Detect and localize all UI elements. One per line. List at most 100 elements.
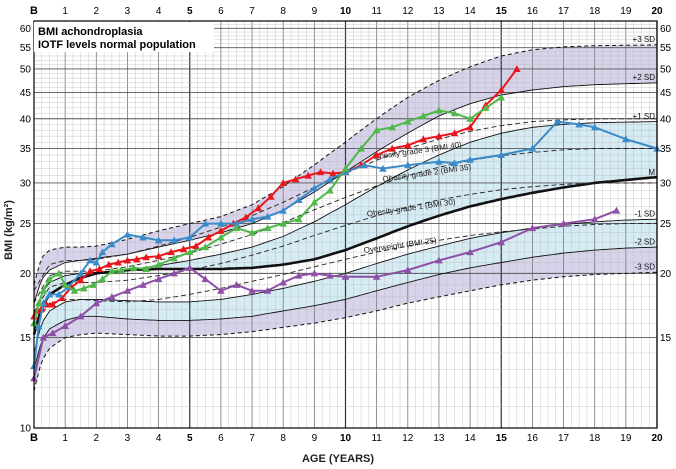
y-tick-label-left: 40 (20, 114, 32, 125)
series-point (553, 117, 562, 125)
iotf-curve (33, 118, 657, 292)
series-point (132, 255, 141, 263)
series-point (404, 117, 412, 125)
series-point (575, 120, 583, 128)
series-point (86, 256, 94, 264)
series-point (45, 290, 54, 298)
sd-curve-label: +3 SD (633, 35, 656, 44)
tick-labels: BB11223344556677889910101111121213131414… (20, 5, 672, 444)
series-point (419, 135, 428, 143)
series-point (154, 260, 163, 268)
series-point (310, 198, 319, 206)
series-point (201, 275, 210, 283)
series-point (294, 196, 303, 203)
y-tick-label-right: 20 (660, 269, 672, 280)
y-axis-label: BMI (kg/m²) (3, 200, 15, 260)
sd-curve (33, 271, 658, 392)
iotf-curve (33, 148, 657, 304)
x-tick-label-top: 7 (249, 6, 255, 17)
sd-curve-label: +2 SD (633, 73, 656, 82)
series-point (279, 278, 287, 286)
x-tick-label-bottom: 5 (187, 433, 193, 444)
series-point (612, 206, 621, 214)
y-tick-label-left: 15 (20, 333, 32, 344)
series-point (58, 294, 66, 302)
series-point (185, 248, 194, 256)
series-point (466, 155, 474, 163)
series-point (379, 164, 387, 172)
y-tick-label-left: 20 (20, 269, 32, 280)
series-point (139, 233, 147, 241)
series-point (360, 161, 368, 169)
patient-series (30, 65, 661, 382)
series-point (179, 245, 188, 253)
y-tick-label-left: 50 (20, 64, 32, 75)
series-point (497, 86, 506, 94)
series-point (404, 266, 412, 274)
x-tick-label-bottom: 18 (589, 433, 601, 444)
x-tick-label-bottom: 9 (312, 433, 318, 444)
x-tick-label-bottom: 2 (94, 433, 100, 444)
series-point (142, 253, 150, 261)
series-point (388, 123, 397, 131)
x-tick-label-bottom: 1 (62, 433, 68, 444)
y-tick-label-right: 45 (660, 88, 672, 99)
series-point (481, 104, 490, 111)
x-tick-label-top: 1 (62, 6, 68, 17)
iotf-curve (33, 182, 657, 313)
series-point (497, 151, 506, 159)
x-tick-label-bottom: 7 (249, 433, 255, 444)
series-point (114, 258, 122, 266)
series-point (201, 243, 210, 251)
series-point (622, 135, 630, 143)
sd-curve-label: +1 SD (633, 112, 656, 121)
x-tick-label-top: 13 (433, 6, 445, 17)
x-tick-label-top: 9 (312, 6, 318, 17)
x-tick-label-top: 10 (340, 6, 352, 17)
x-tick-label-top: 8 (280, 6, 286, 17)
series-point (104, 260, 113, 268)
series-point (279, 206, 287, 214)
series-point (61, 322, 69, 330)
x-tick-label-bottom: 8 (280, 433, 286, 444)
y-tick-label-right: 25 (660, 219, 672, 230)
series-point (263, 212, 272, 220)
series-point (388, 144, 397, 152)
x-tick-label-bottom: 3 (125, 433, 131, 444)
series-point (341, 168, 350, 176)
series-point (466, 123, 474, 131)
sd-curve-label: -2 SD (635, 238, 656, 247)
sd-curve-label: -1 SD (635, 210, 656, 219)
series-point (154, 275, 163, 283)
series-point (310, 269, 319, 277)
x-tick-label-top: 12 (402, 6, 414, 17)
series-point (217, 219, 225, 227)
series-point (497, 238, 506, 246)
series-point (341, 164, 350, 172)
series-point (372, 126, 381, 134)
chart-title-line-1: BMI achondroplasia (38, 26, 143, 38)
series-point (204, 233, 213, 241)
x-tick-label-bottom: 12 (402, 433, 414, 444)
series-point (279, 179, 287, 186)
x-tick-label-top: 6 (218, 6, 224, 17)
y-tick-label-left: 10 (20, 424, 32, 435)
x-tick-label-bottom: 6 (218, 433, 224, 444)
series-point (123, 230, 132, 238)
x-tick-label-top: 14 (465, 6, 477, 17)
series-point (590, 123, 599, 131)
series-point (129, 264, 138, 271)
y-tick-label-right: 30 (660, 178, 672, 189)
series-point (108, 267, 116, 275)
series-point (108, 293, 116, 300)
x-tick-label-top: 16 (527, 6, 539, 17)
series-point (232, 281, 241, 288)
series-point (435, 106, 443, 114)
series-point (48, 300, 57, 308)
series-point (341, 272, 350, 280)
series-point (80, 284, 88, 292)
y-tick-label-right: 55 (660, 43, 672, 54)
series-point (528, 144, 537, 152)
x-tick-label-bottom: 11 (371, 433, 382, 444)
series-point (45, 275, 54, 283)
